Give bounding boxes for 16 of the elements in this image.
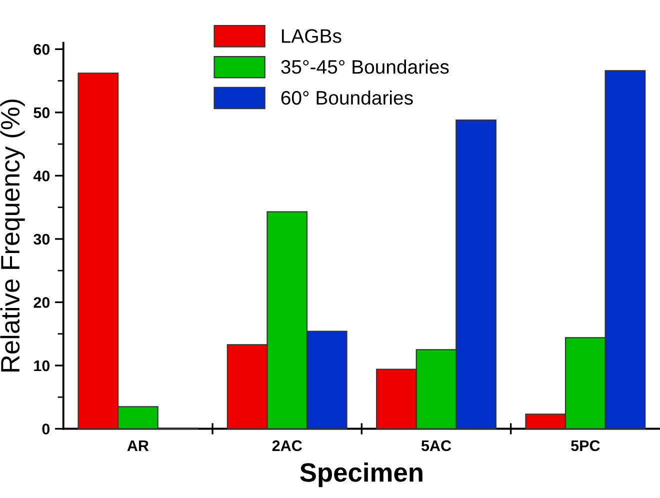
legend-label: 35°-45° Boundaries [281, 60, 449, 74]
y-tick-label: 50 [34, 107, 50, 118]
y-tick-label: 30 [34, 234, 50, 245]
y-axis-title: Relative Frequency (%) [0, 100, 25, 372]
y-tick-label: 60 [34, 44, 50, 55]
x-tick-label: AR [127, 440, 149, 451]
legend-label: LAGBs [282, 29, 342, 43]
x-axis-title: Specimen [300, 462, 422, 488]
legend-label: 60° Boundaries [281, 90, 413, 105]
y-tick-label: 40 [33, 170, 50, 182]
x-tick-label: 5AC [421, 440, 452, 452]
x-tick-label: 5PC [571, 440, 600, 452]
y-tick-label: 0 [42, 424, 50, 434]
x-tick-label: 2AC [272, 440, 302, 452]
y-tick-label: 10 [34, 360, 50, 372]
y-tick-label: 20 [34, 297, 50, 308]
